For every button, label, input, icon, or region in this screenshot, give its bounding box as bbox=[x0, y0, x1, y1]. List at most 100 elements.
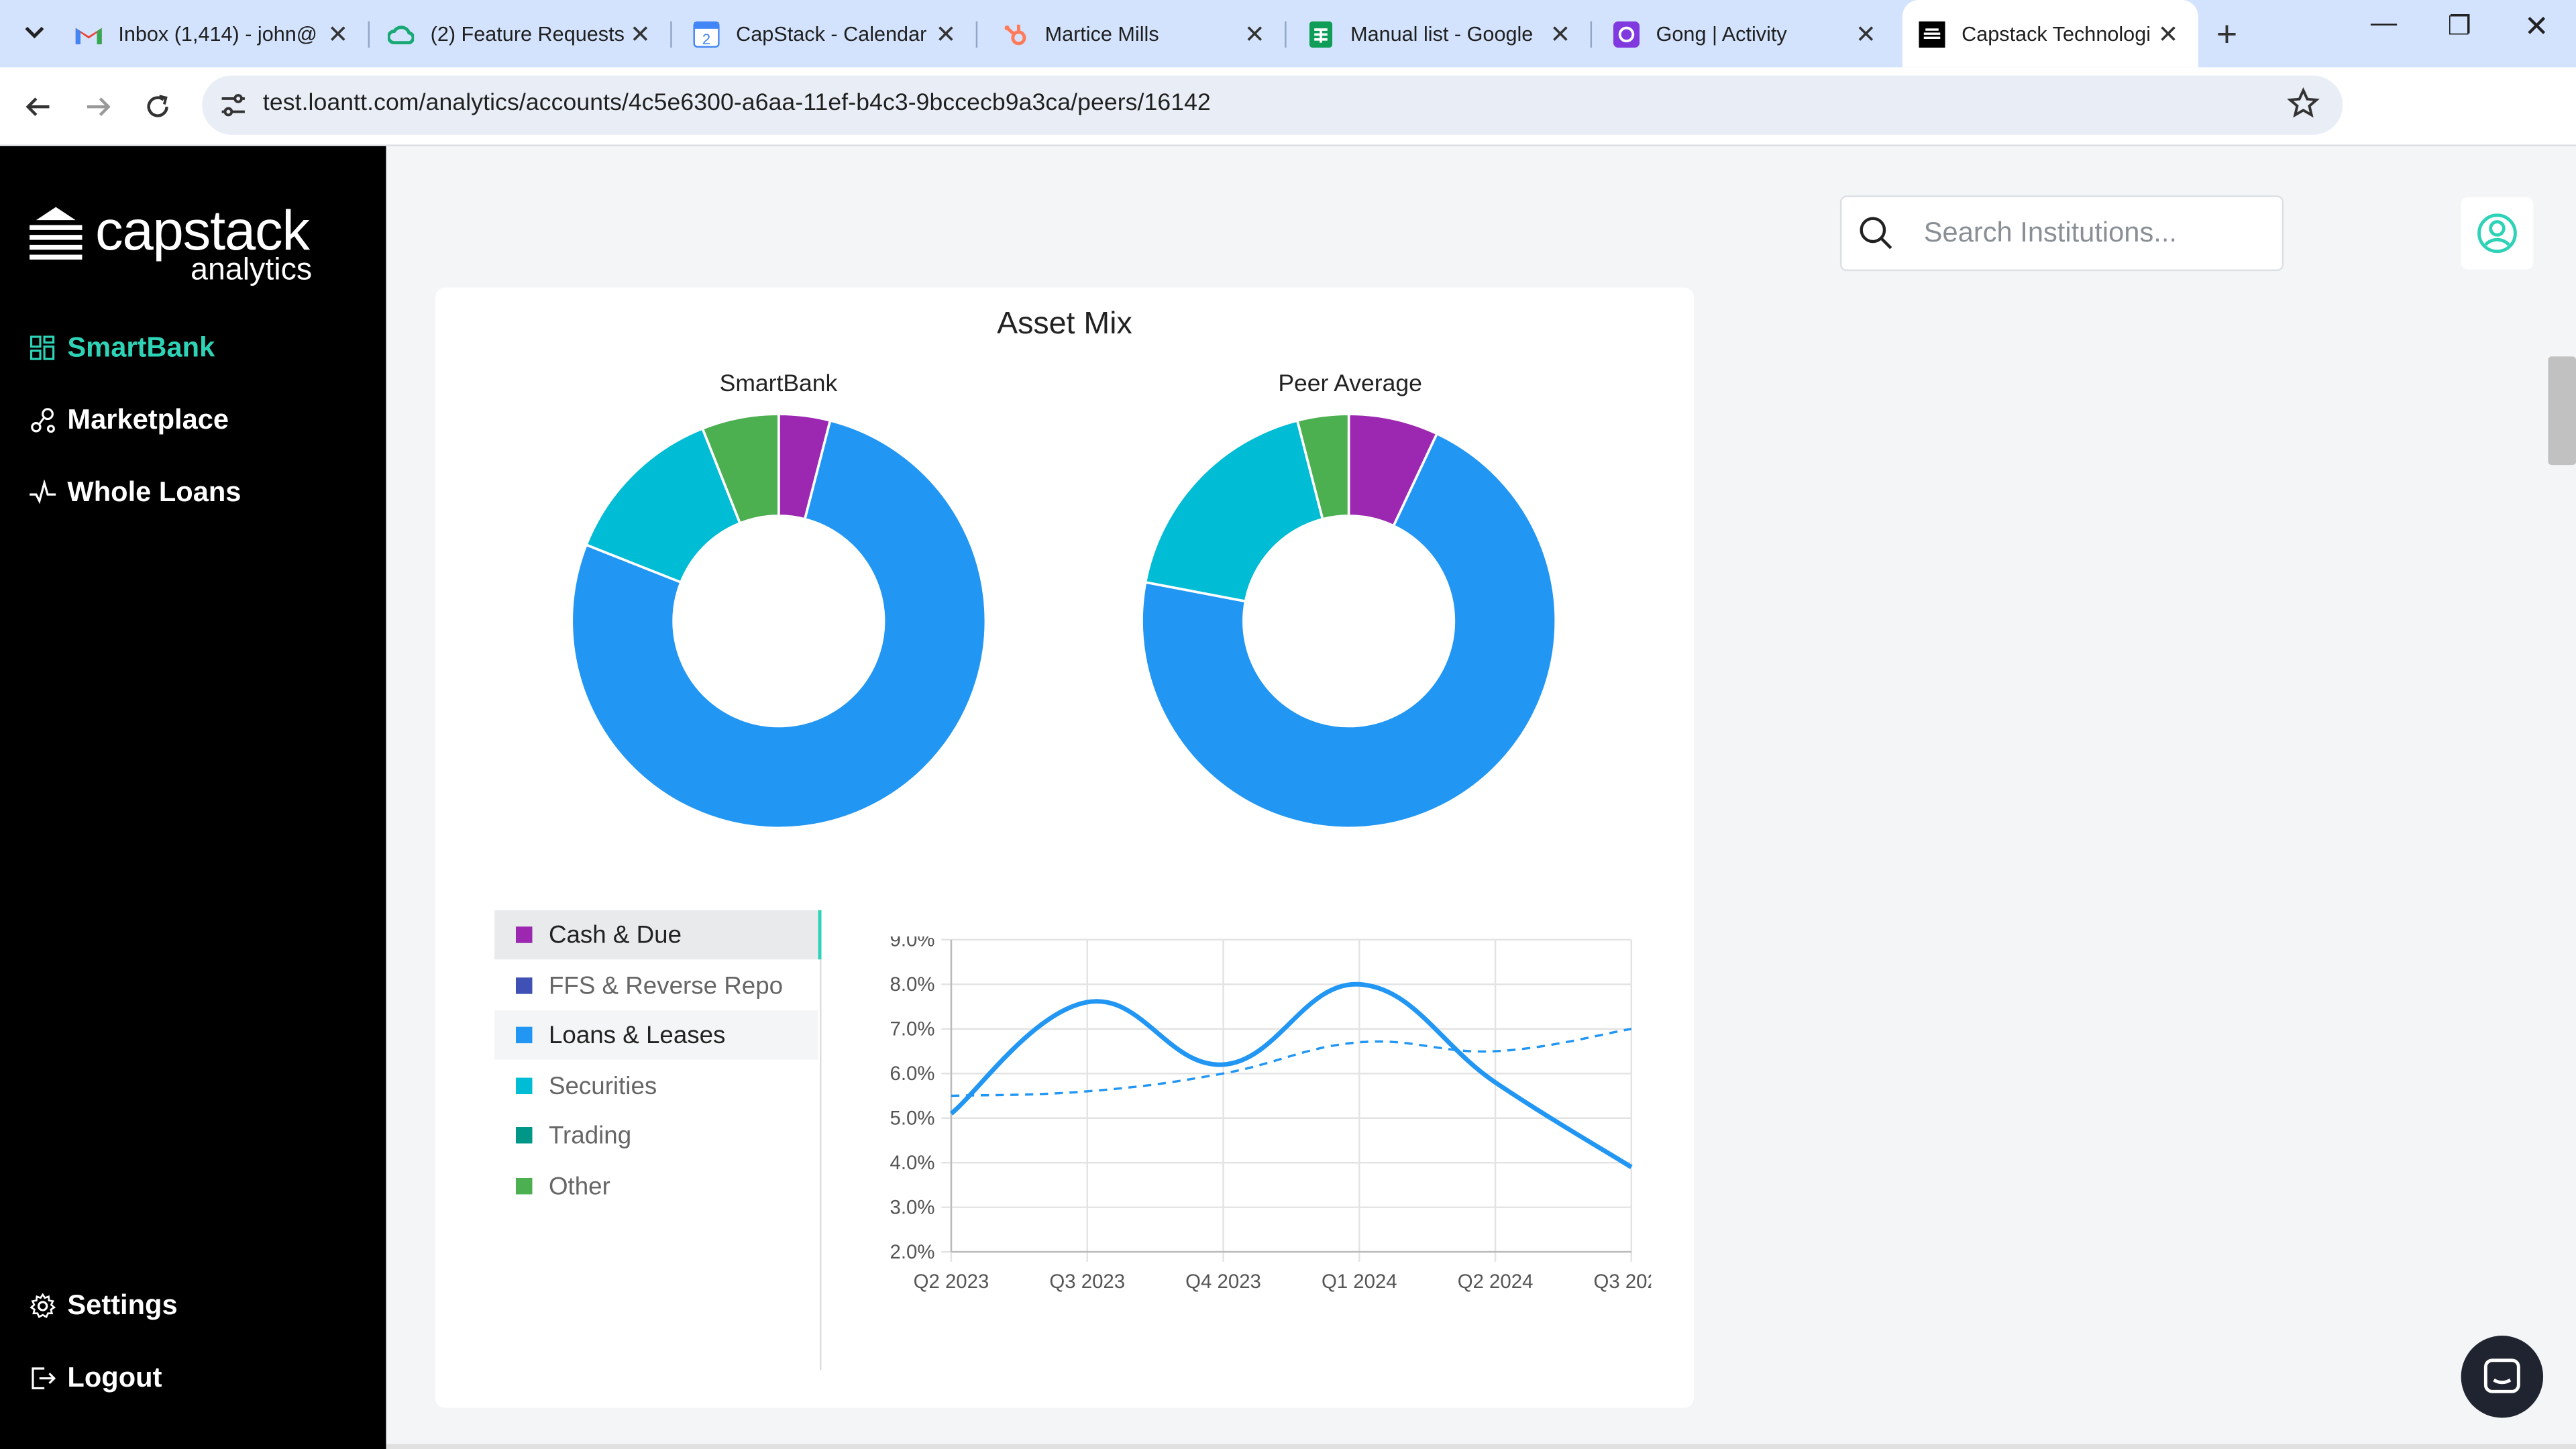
hubspot-icon bbox=[1002, 21, 1028, 47]
x-tick-label: Q2 2023 bbox=[914, 1271, 989, 1293]
cloud-icon bbox=[387, 21, 415, 47]
close-tab-icon[interactable]: ✕ bbox=[327, 21, 349, 50]
y-tick-label: 4.0% bbox=[890, 1152, 935, 1174]
donut-slice-securities[interactable] bbox=[584, 427, 742, 584]
institution-search[interactable] bbox=[1839, 195, 2284, 272]
forward-button[interactable] bbox=[79, 87, 119, 127]
marketplace-icon bbox=[30, 407, 56, 433]
legend-swatch bbox=[515, 1026, 533, 1044]
legend-item-loans-leases[interactable]: Loans & Leases bbox=[494, 1010, 818, 1060]
browser-tab-bar: Inbox (1,414) - john@ ✕ (2) Feature Requ… bbox=[0, 0, 2576, 68]
asset-mix-card: Asset Mix SmartBank Peer Average Cash & … bbox=[435, 287, 1694, 1408]
close-window-button[interactable]: ✕ bbox=[2524, 9, 2549, 43]
legend-item-other[interactable]: Other bbox=[494, 1161, 818, 1210]
smartbank-donut-chart[interactable] bbox=[570, 413, 987, 830]
y-tick-label: 8.0% bbox=[890, 973, 935, 996]
calendar-icon: 2 bbox=[693, 20, 720, 47]
user-account-button[interactable] bbox=[2461, 197, 2534, 270]
address-bar[interactable]: test.loantt.com/analytics/accounts/4c5e6… bbox=[202, 75, 2343, 135]
peer-average-donut-chart[interactable] bbox=[1140, 413, 1558, 830]
search-input[interactable] bbox=[1920, 213, 2256, 254]
close-tab-icon[interactable]: ✕ bbox=[630, 21, 651, 50]
x-tick-label: Q4 2023 bbox=[1185, 1271, 1261, 1293]
series-line-solid[interactable] bbox=[949, 981, 1633, 1169]
y-tick-label: 3.0% bbox=[890, 1196, 935, 1218]
legend-item-ffs-reverse-repo[interactable]: FFS & Reverse Repo bbox=[494, 961, 818, 1010]
chat-icon bbox=[2483, 1358, 2520, 1393]
close-tab-icon[interactable]: ✕ bbox=[1855, 21, 1876, 50]
next-card-edge bbox=[386, 1444, 2576, 1449]
back-button[interactable] bbox=[18, 87, 58, 127]
donut-slice-securities[interactable] bbox=[1144, 419, 1324, 603]
nav-settings[interactable]: Settings bbox=[30, 1289, 178, 1322]
donut-slice-other[interactable] bbox=[1295, 413, 1350, 521]
series-line-dashed[interactable] bbox=[951, 1028, 1632, 1097]
user-circle-icon bbox=[2477, 213, 2517, 254]
arrow-left-icon bbox=[25, 97, 50, 116]
capstack-logo-icon bbox=[30, 207, 83, 260]
donut-title-peer-average: Peer Average bbox=[1278, 371, 1422, 398]
gmail-icon bbox=[75, 21, 102, 47]
browser-tab[interactable]: Manual list - Google ✕ bbox=[1307, 0, 1593, 67]
legend-item-cash-due[interactable]: Cash & Due bbox=[494, 910, 822, 960]
logout-icon bbox=[30, 1365, 56, 1391]
x-tick-label: Q3 2023 bbox=[1049, 1271, 1125, 1293]
donut-title-smartbank: SmartBank bbox=[719, 371, 838, 398]
close-tab-icon[interactable]: ✕ bbox=[935, 21, 957, 50]
y-tick-label: 2.0% bbox=[890, 1241, 935, 1263]
y-tick-label: 7.0% bbox=[890, 1018, 935, 1040]
url-text[interactable]: test.loantt.com/analytics/accounts/4c5e6… bbox=[262, 90, 1211, 117]
close-tab-icon[interactable]: ✕ bbox=[1244, 21, 1265, 50]
browser-tab[interactable]: Martice Mills ✕ bbox=[1002, 0, 1287, 67]
nav-whole-loans[interactable]: Whole Loans bbox=[30, 476, 241, 509]
gong-icon bbox=[1613, 20, 1640, 47]
donut-slice-loans-leases[interactable] bbox=[1140, 432, 1558, 830]
dashboard-icon bbox=[30, 335, 56, 362]
y-tick-label: 5.0% bbox=[890, 1108, 935, 1130]
gear-icon bbox=[30, 1293, 56, 1319]
close-tab-icon[interactable]: ✕ bbox=[2157, 21, 2179, 50]
legend-item-securities[interactable]: Securities bbox=[494, 1061, 818, 1110]
trend-line-chart[interactable]: 9.0% 8.0% 7.0% 6.0% 5.0% 4.0% 3.0% 2.0% Q2 2023 Q… bbox=[830, 936, 1652, 1314]
reload-button[interactable] bbox=[138, 87, 178, 127]
restore-button[interactable]: ❐ bbox=[2447, 13, 2471, 42]
nav-smartbank[interactable]: SmartBank bbox=[30, 332, 215, 365]
legend-item-trading[interactable]: Trading bbox=[494, 1111, 818, 1160]
browser-tab[interactable]: Gong | Activity ✕ bbox=[1613, 0, 1896, 67]
nav-logout[interactable]: Logout bbox=[30, 1362, 162, 1395]
arrow-right-icon bbox=[87, 97, 111, 116]
reload-icon bbox=[147, 95, 168, 117]
page-scrollbar-thumb[interactable] bbox=[2548, 356, 2576, 466]
legend-swatch bbox=[515, 1077, 533, 1095]
donut-slice-other[interactable] bbox=[700, 413, 780, 525]
chevron-down-icon bbox=[25, 26, 44, 39]
sheets-icon bbox=[1307, 20, 1334, 47]
browser-tab[interactable]: 2 CapStack - Calendar ✕ bbox=[693, 0, 978, 67]
browser-tab-active[interactable]: Capstack Technologi ✕ bbox=[1902, 0, 2198, 68]
tab-search-button[interactable] bbox=[13, 11, 56, 54]
legend-swatch bbox=[515, 977, 533, 994]
x-tick-label: Q3 2024 bbox=[1594, 1271, 1652, 1293]
search-icon bbox=[1858, 215, 1894, 260]
y-tick-label: 6.0% bbox=[890, 1063, 935, 1085]
browser-tab[interactable]: (2) Feature Requests ✕ bbox=[387, 0, 672, 67]
site-settings-icon[interactable] bbox=[219, 91, 248, 128]
x-tick-label: Q2 2024 bbox=[1458, 1271, 1534, 1293]
new-tab-button[interactable]: + bbox=[2216, 13, 2238, 54]
svg-text:2: 2 bbox=[702, 30, 710, 47]
asset-class-legend: Cash & Due FFS & Reverse Repo Loans & Le… bbox=[494, 910, 822, 1371]
y-tick-label: 9.0% bbox=[890, 936, 935, 951]
donut-slice-loans-leases[interactable] bbox=[570, 419, 987, 830]
close-tab-icon[interactable]: ✕ bbox=[1550, 21, 1571, 50]
minimize-button[interactable]: — bbox=[2370, 9, 2398, 38]
card-title: Asset Mix bbox=[997, 307, 1132, 342]
bookmark-star-icon[interactable] bbox=[2287, 87, 2320, 128]
chat-launcher-button[interactable] bbox=[2461, 1336, 2544, 1418]
legend-swatch bbox=[515, 1127, 533, 1144]
legend-swatch bbox=[515, 926, 533, 943]
x-tick-label: Q1 2024 bbox=[1322, 1271, 1397, 1293]
browser-tab[interactable]: Inbox (1,414) - john@ ✕ bbox=[75, 0, 370, 67]
nav-marketplace[interactable]: Marketplace bbox=[30, 404, 229, 437]
pulse-icon bbox=[30, 480, 56, 506]
